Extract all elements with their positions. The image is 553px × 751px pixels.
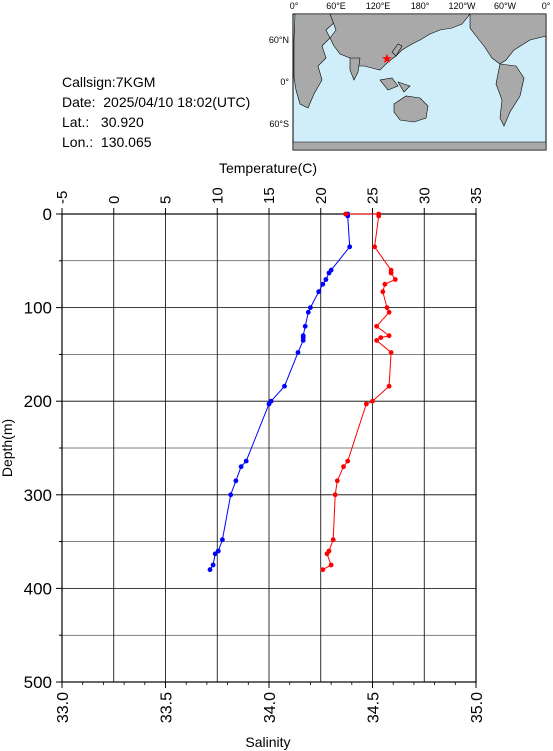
map-left-label: 60°S [269,119,289,129]
date-text: Date: 2025/04/10 18:02(UTC) [62,94,251,110]
temperature-tick-label: 30 [416,187,433,204]
temperature-point [305,309,311,315]
salinity-point [370,398,375,404]
temperature-profile-line [209,214,351,570]
salinity-point [345,458,351,464]
temperature-point [215,548,221,554]
temperature-tick-label: 5 [158,196,175,204]
temperature-tick-label: 15 [261,187,278,204]
temperature-tick-label: 0 [106,196,123,204]
map-top-label: 180° [411,1,430,11]
salinity-point [386,383,392,389]
salinity-point [330,537,336,543]
salinity-point [388,270,394,276]
temperature-tick-label: 10 [209,187,226,204]
temperature-point [207,567,213,573]
chart-series [207,211,398,573]
temperature-point [295,350,301,355]
map-top-label: 120°W [448,1,476,11]
salinity-point [388,350,394,355]
temperature-point [323,277,329,282]
station-info: Callsign:7KGM Date: 2025/04/10 18:02(UTC… [62,72,250,152]
star-icon: ★ [381,51,393,66]
lon-text: Lon.: 130.065 [62,134,152,150]
map-left-label: 60°N [269,35,289,45]
salinity-point [332,492,338,498]
temperature-axis-title: Temperature(C) [219,160,317,176]
temperature-point [308,305,313,310]
salinity-point [376,213,382,219]
salinity-tick-label: 35.0 [469,692,486,723]
salinity-tick-label: 34.5 [366,692,383,723]
salinity-point [372,244,377,250]
map-top-label: 60°W [494,1,517,11]
salinity-point [341,464,346,470]
temperature-tick-label: 20 [313,187,330,204]
depth-tick-label: 500 [24,673,52,692]
temperature-point [220,537,225,543]
temperature-tick-label: 35 [468,187,485,204]
map-top-label: 0° [542,1,551,11]
map-top-label: 120°E [366,1,391,11]
salinity-point [320,567,326,573]
temperature-point [326,270,332,276]
depth-tick-label: 400 [24,579,52,598]
temperature-point [302,323,308,329]
temperature-tick-label: -5 [54,191,71,204]
map-top-label: 0° [290,1,299,11]
salinity-point [334,478,340,484]
salinity-point [324,551,330,557]
salinity-point [343,211,348,217]
temperature-point [228,492,234,498]
depth-tick-label: 100 [24,299,52,318]
salinity-tick-label: 34.0 [262,692,279,723]
temperature-point [316,289,322,295]
temperature-point [266,401,272,407]
salinity-point [384,305,390,310]
salinity-tick-label: 33.5 [159,692,176,723]
salinity-point [328,562,334,568]
temperature-point [233,478,239,484]
salinity-point [392,277,398,282]
temperature-point [347,244,353,250]
temperature-point [320,281,326,287]
depth-tick-label: 200 [24,392,52,411]
map-left-ticks: 60°N 0° 60°S [269,35,290,129]
map-top-label: 60°E [326,1,346,11]
depth-tick-label: 300 [24,486,52,505]
salinity-point [382,281,388,287]
salinity-point [380,289,386,295]
callsign-text: Callsign:7KGM [62,74,156,90]
world-map: 0° 60°E 120°E 180° 120°W 60°W 0° 60°N 0°… [269,1,551,151]
temperature-tick-label: 25 [365,187,382,204]
salinity-point [386,333,392,339]
depth-axis-title: Depth(m) [0,419,15,477]
salinity-point [374,338,379,343]
salinity-axis-title: Salinity [245,734,290,750]
temperature-point [212,551,218,557]
depth-tick-label: 0 [43,205,52,224]
temperature-point [300,338,306,343]
temperature-point [282,383,287,389]
map-top-ticks: 0° 60°E 120°E 180° 120°W 60°W 0° [290,1,551,11]
salinity-point [386,309,392,315]
lat-text: Lat.: 30.920 [62,114,144,130]
map-land [292,13,547,151]
chart-grid [61,213,477,683]
map-left-label: 0° [280,77,289,87]
temperature-point [243,458,249,464]
salinity-point [363,401,369,407]
salinity-point [374,323,379,329]
salinity-point [378,335,384,340]
temperature-point [210,562,216,568]
salinity-tick-label: 33.0 [55,692,72,723]
temperature-point [238,464,244,470]
